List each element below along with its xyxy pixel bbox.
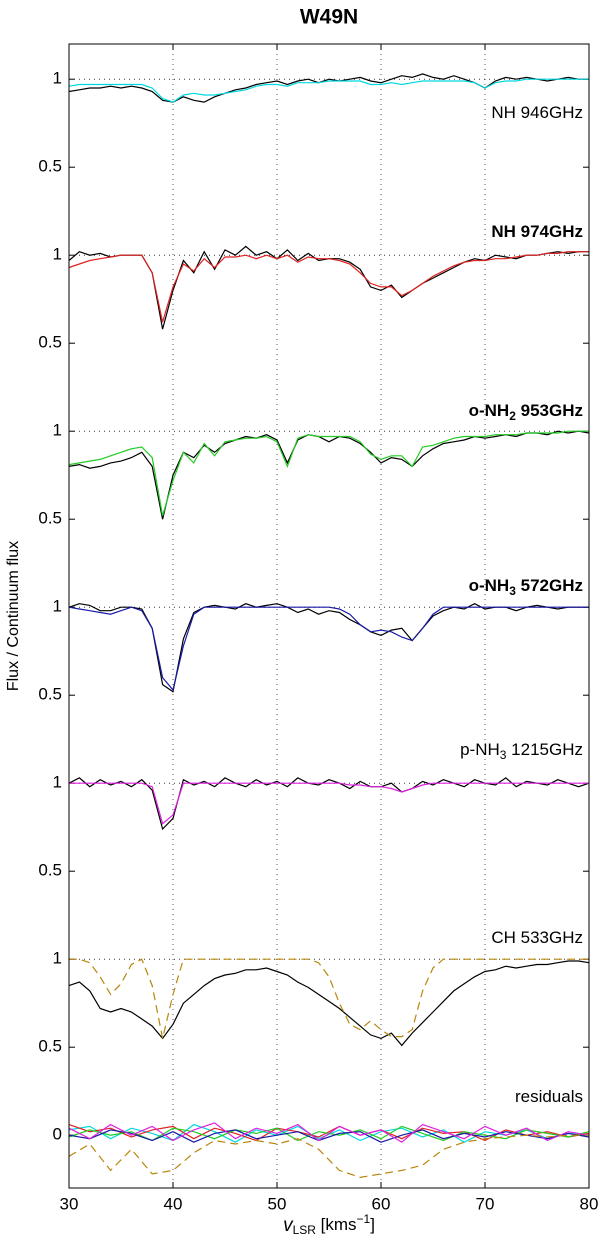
panel-label-rest: 1215GHz	[506, 740, 583, 759]
y-tick-label: 0.5	[38, 861, 62, 880]
x-label-unit: [kms	[316, 1215, 357, 1234]
y-tick-label: 1	[53, 421, 62, 440]
panel-label: NH 946GHz	[491, 103, 583, 122]
y-tick-label: 1	[53, 597, 62, 616]
panel-label-sub: 3	[500, 748, 507, 762]
spectrum-line	[69, 782, 589, 825]
panel-label-text: o-NH	[469, 401, 510, 420]
panel-label-text: p-NH	[460, 740, 500, 759]
panel-label-text: o-NH	[469, 576, 510, 595]
spectrum-line	[69, 958, 589, 1039]
y-tick-label: 1	[53, 773, 62, 792]
panel-label: o-NH3 572GHz	[469, 576, 583, 598]
y-tick-label: 0.5	[38, 685, 62, 704]
y-axis-label: Flux / Continuum flux	[5, 541, 22, 691]
spectrum-line	[68, 1129, 590, 1143]
spectrum-line	[68, 430, 589, 516]
spectrum-line	[68, 73, 589, 103]
x-tick-label: 30	[60, 1194, 79, 1213]
y-tick-label: 0.5	[38, 157, 62, 176]
x-axis-label: vLSR [kms−1]	[283, 1212, 375, 1237]
y-tick-label: 0.5	[38, 509, 62, 528]
panel-label-sub: 2	[509, 409, 516, 423]
panel-label-rest: 572GHz	[516, 576, 583, 595]
x-tick-label: 80	[580, 1194, 599, 1213]
spectrum-line	[68, 1123, 590, 1143]
panel-label: CH 533GHz	[491, 928, 583, 947]
spectrum-line	[68, 960, 590, 1047]
panel-label: residuals	[515, 1087, 583, 1106]
panel-label-rest: 953GHz	[516, 401, 583, 420]
panel-label-text: NH 946GHz	[491, 103, 583, 122]
y-tick-label: 0.5	[38, 1037, 62, 1056]
x-tick-label: 50	[268, 1194, 287, 1213]
x-label-main: v	[283, 1215, 294, 1236]
panel-label: NH 974GHz	[491, 222, 583, 241]
y-tick-label: 0	[53, 1125, 62, 1144]
x-tick-label: 70	[476, 1194, 495, 1213]
x-tick-label: 60	[372, 1194, 391, 1213]
y-tick-label: 1	[53, 949, 62, 968]
x-tick-label: 40	[164, 1194, 183, 1213]
y-tick-label: 1	[53, 245, 62, 264]
spectrum-line	[68, 606, 589, 692]
panel-label: o-NH2 953GHz	[469, 401, 583, 423]
spectrum-line	[68, 1122, 590, 1143]
panel-label-sub: 3	[509, 584, 516, 598]
spectrum-line	[68, 78, 589, 103]
spectrum-line	[68, 430, 590, 520]
x-label-end: ]	[370, 1215, 375, 1234]
chart-title: W49N	[300, 6, 358, 29]
panel-label-text: CH 533GHz	[491, 928, 583, 947]
plot-frame	[68, 43, 590, 1189]
y-tick-label: 0.5	[38, 333, 62, 352]
panel-label-text: residuals	[515, 1087, 583, 1106]
x-label-sup: −1	[357, 1212, 371, 1226]
spectrum-line	[68, 777, 590, 831]
panel-label-text: NH 974GHz	[491, 222, 583, 241]
spectrum-line	[68, 251, 589, 323]
x-label-sub: LSR	[293, 1223, 317, 1237]
y-tick-label: 1	[53, 69, 62, 88]
panel-label: p-NH3 1215GHz	[460, 740, 583, 762]
spectrum-line	[68, 603, 589, 693]
spectrum-line	[68, 1134, 589, 1179]
